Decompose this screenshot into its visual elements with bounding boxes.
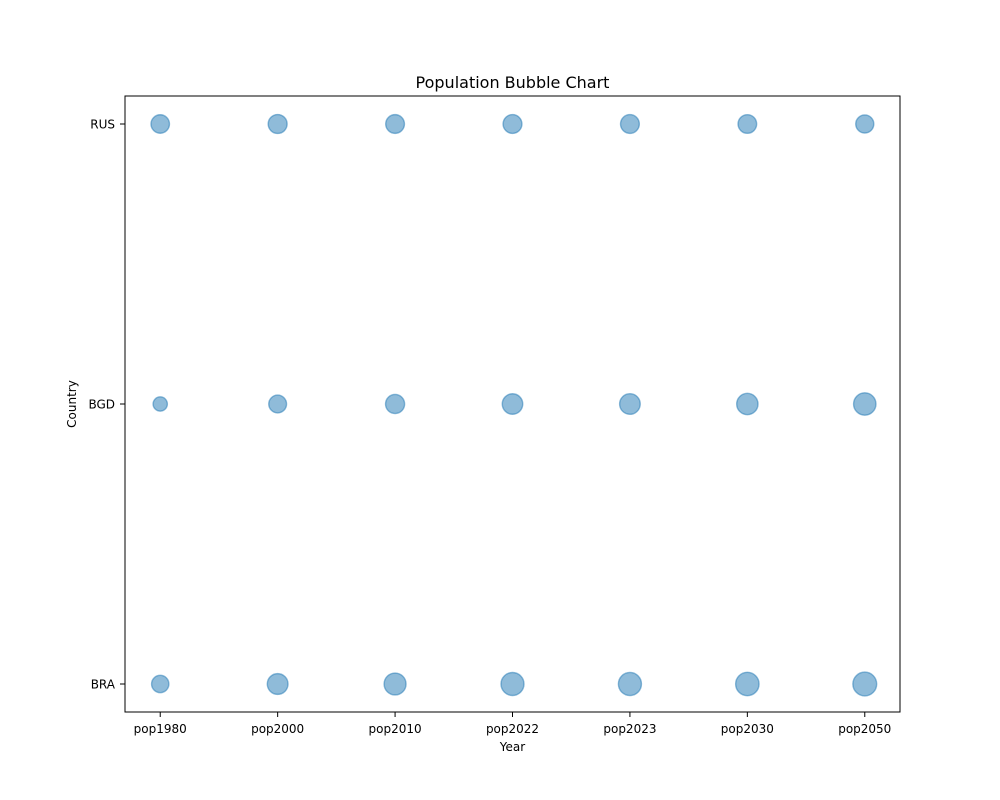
bubble-BRA-pop1980	[150, 674, 170, 694]
bubble-BGD-pop2030	[735, 392, 759, 416]
bubble-BGD-pop2000	[268, 394, 288, 414]
bubble-BRA-pop2030	[734, 671, 760, 697]
chart-title: Population Bubble Chart	[416, 73, 610, 92]
x-axis-label: Year	[499, 740, 525, 754]
x-tick-label: pop2023	[603, 722, 656, 736]
y-axis-ticks: BRA BGD RUS	[88, 118, 125, 692]
x-tick-label: pop2010	[369, 722, 422, 736]
bubble-BRA-pop2050	[852, 671, 878, 697]
bubble-RUS-pop2010	[385, 113, 406, 135]
bubble-RUS-pop2050	[855, 114, 875, 134]
x-axis-ticks: pop1980 pop2000 pop2010 pop2022 pop2023 pop20…	[134, 712, 891, 736]
bubble-BGD-pop2050	[852, 392, 877, 416]
bubble-BGD-pop2023	[618, 392, 641, 416]
bubble-BRA-pop2010	[383, 672, 407, 696]
y-tick-label: RUS	[90, 118, 115, 132]
bubble-RUS-pop2023	[619, 113, 641, 135]
bubble-BGD-pop2022	[501, 393, 524, 415]
bubble-RUS-pop2030	[737, 113, 758, 135]
x-tick-label: pop2022	[486, 722, 539, 736]
bubble-layer	[150, 113, 878, 697]
x-tick-label: pop2030	[721, 722, 774, 736]
bubble-RUS-pop2022	[502, 113, 523, 135]
x-tick-label: pop2050	[838, 722, 891, 736]
x-tick-label: pop1980	[134, 722, 187, 736]
y-tick-label: BRA	[91, 678, 116, 692]
bubble-BRA-pop2023	[617, 671, 643, 697]
x-tick-label: pop2000	[251, 722, 304, 736]
bubble-BGD-pop2010	[384, 393, 406, 415]
y-tick-label: BGD	[88, 398, 115, 412]
bubble-RUS-pop1980	[150, 114, 171, 134]
bubble-BRA-pop2022	[500, 671, 525, 697]
bubble-BRA-pop2000	[266, 672, 289, 696]
bubble-RUS-pop2000	[267, 113, 288, 135]
bubble-BGD-pop1980	[152, 396, 169, 412]
y-axis-label: Country	[65, 380, 79, 428]
